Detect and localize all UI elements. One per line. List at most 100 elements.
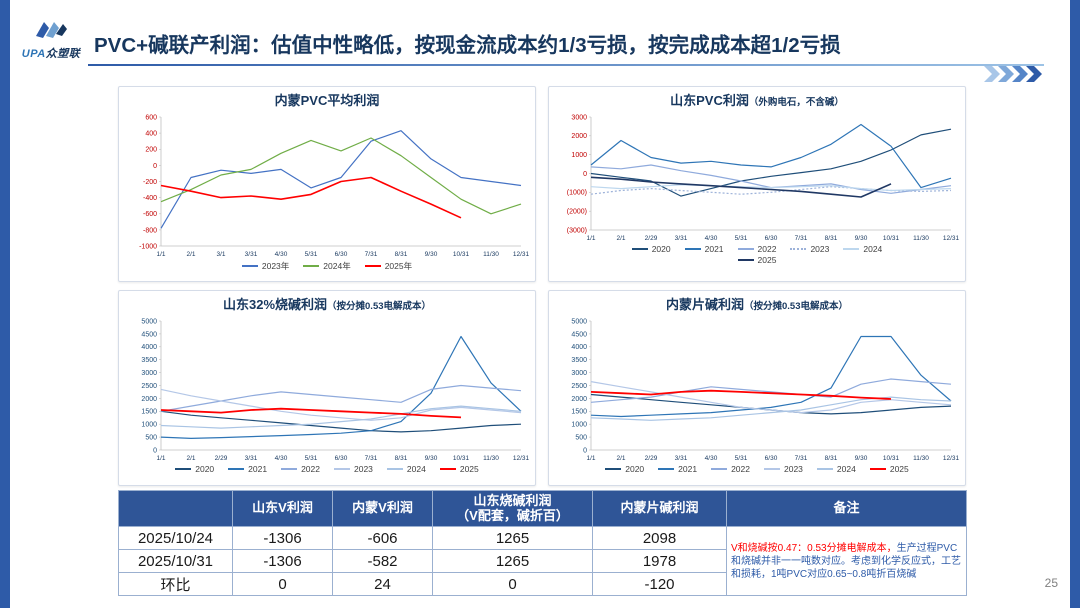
svg-text:11/30: 11/30 (483, 455, 499, 462)
chart-title: 山东32%烧碱利润（按分摊0.53电解成本） (119, 295, 535, 315)
svg-text:5/31: 5/31 (305, 251, 318, 258)
legend-item: 2023年 (241, 260, 289, 272)
cell-value: -606 (332, 526, 433, 550)
cell-value: -582 (332, 549, 433, 573)
svg-text:9/30: 9/30 (855, 235, 868, 242)
remark-cell: V和烧碱按0.47：0.53分摊电解成本，生产过程PVC和烧碱并非一一吨数对应。… (726, 526, 967, 596)
svg-text:1500: 1500 (141, 409, 157, 416)
svg-text:4/30: 4/30 (705, 235, 718, 242)
legend-swatch (631, 248, 648, 250)
legend-swatch (684, 248, 701, 250)
svg-text:5000: 5000 (141, 318, 157, 325)
svg-text:1/1: 1/1 (156, 455, 165, 462)
svg-text:8/31: 8/31 (825, 455, 838, 462)
legend-label: 2021 (678, 464, 698, 474)
svg-text:8/31: 8/31 (395, 455, 408, 462)
svg-text:5000: 5000 (571, 318, 587, 325)
legend-label: 2024 (836, 464, 856, 474)
svg-text:2500: 2500 (141, 383, 157, 390)
chevron-decoration-icon (984, 66, 1042, 82)
svg-text:400: 400 (145, 131, 157, 138)
svg-text:1500: 1500 (571, 409, 587, 416)
chart-title: 山东PVC利润（外购电石，不含碱） (549, 91, 965, 111)
legend-swatch (241, 265, 258, 267)
svg-text:0: 0 (153, 163, 157, 170)
row-label: 2025/10/24 (118, 526, 233, 550)
chart-title-main: 内蒙片碱利润 (665, 297, 744, 312)
svg-text:2/1: 2/1 (616, 235, 625, 242)
cell-value: 24 (332, 572, 433, 596)
chart-title: 内蒙片碱利润（按分摊0.53电解成本） (549, 295, 965, 315)
svg-text:(2000): (2000) (567, 209, 587, 216)
legend-swatch (605, 468, 622, 470)
svg-text:(1000): (1000) (567, 190, 587, 197)
svg-text:5/31: 5/31 (305, 455, 318, 462)
legend-swatch (303, 265, 320, 267)
svg-text:3/31: 3/31 (245, 251, 258, 258)
svg-text:3000: 3000 (141, 370, 157, 377)
legend-label: 2021 (248, 464, 268, 474)
legend-label: 2023 (810, 244, 830, 254)
summary-table: 山东V利润 内蒙V利润 山东烧碱利润 （V配套，碱折百） 内蒙片碱利润 备注 2… (118, 490, 967, 596)
legend-item: 2025 (737, 255, 776, 265)
svg-text:3/31: 3/31 (245, 455, 258, 462)
legend-item: 2022 (711, 464, 750, 474)
svg-text:10/31: 10/31 (453, 455, 470, 462)
legend-label: 2025 (459, 464, 479, 474)
legend-item: 2025 (869, 464, 909, 474)
header-shandong-caustic-profit: 山东烧碱利润 （V配套，碱折百） (432, 490, 593, 527)
svg-text:4000: 4000 (571, 344, 587, 351)
svg-text:1000: 1000 (571, 422, 587, 429)
svg-text:3/31: 3/31 (675, 235, 688, 242)
cell-value: 2098 (592, 526, 727, 550)
svg-text:5/31: 5/31 (735, 455, 748, 462)
legend-item: 2021 (684, 244, 724, 254)
cell-value: 1265 (432, 526, 593, 550)
legend-label: 2022 (731, 464, 750, 474)
svg-text:4/30: 4/30 (275, 455, 288, 462)
legend-label: 2025 (889, 464, 909, 474)
chart-grid: 内蒙PVC平均利润 600 400 200 0 -200 -400 -600 -800 -100… (118, 86, 966, 486)
row-label: 环比 (118, 572, 233, 596)
svg-text:9/30: 9/30 (425, 455, 438, 462)
svg-text:2500: 2500 (571, 383, 587, 390)
svg-text:12/31: 12/31 (943, 235, 959, 242)
legend-swatch (334, 468, 350, 470)
right-accent-bar (1070, 0, 1080, 608)
svg-text:-600: -600 (143, 211, 157, 218)
svg-text:5/31: 5/31 (735, 235, 748, 242)
chart-shandong-pvc-profit: 山东PVC利润（外购电石，不含碱） 3000 2000 1000 0 (1000) (20… (548, 86, 966, 282)
svg-text:12/31: 12/31 (513, 251, 529, 258)
svg-text:2000: 2000 (141, 396, 157, 403)
remark-red-text: V和烧碱按0.47：0.53分摊电解成本， (731, 542, 897, 554)
logo-name: 众塑联 (45, 48, 81, 60)
chart-title-main: 山东32%烧碱利润 (222, 297, 328, 312)
table-row: 2025/10/24 -1306 -606 1265 2098 V和烧碱按0.4… (118, 526, 967, 596)
svg-text:200: 200 (145, 147, 157, 154)
svg-text:2/1: 2/1 (616, 455, 625, 462)
svg-text:3500: 3500 (141, 357, 157, 364)
legend-item: 2024 (386, 464, 426, 474)
page-number: 25 (1044, 576, 1058, 590)
svg-text:4/30: 4/30 (705, 455, 718, 462)
svg-text:8/31: 8/31 (825, 235, 838, 242)
legend-swatch (175, 468, 192, 470)
legend-swatch (439, 468, 456, 470)
cell-value: 0 (232, 572, 333, 596)
legend-item: 2023 (790, 244, 829, 254)
chart-title-sub: （按分摊0.53电解成本） (327, 301, 432, 312)
legend-item: 2020 (605, 464, 644, 474)
svg-text:-400: -400 (143, 195, 157, 202)
svg-text:4500: 4500 (571, 331, 587, 338)
logo-mark-icon (36, 22, 67, 38)
chart-legend: 2020 2021 2022 2023 2024 2025 (549, 464, 965, 474)
legend-item: 2023 (764, 464, 803, 474)
logo-text: UPA众塑联 (16, 45, 86, 61)
svg-text:500: 500 (575, 435, 587, 442)
chart-title-sub: （外购电石，不含碱） (748, 97, 844, 108)
line-chart: 5000450040003500300025002000150010005000… (141, 318, 529, 462)
svg-text:2/29: 2/29 (645, 235, 658, 242)
svg-text:3/31: 3/31 (675, 455, 688, 462)
legend-item: 2020 (631, 244, 671, 254)
